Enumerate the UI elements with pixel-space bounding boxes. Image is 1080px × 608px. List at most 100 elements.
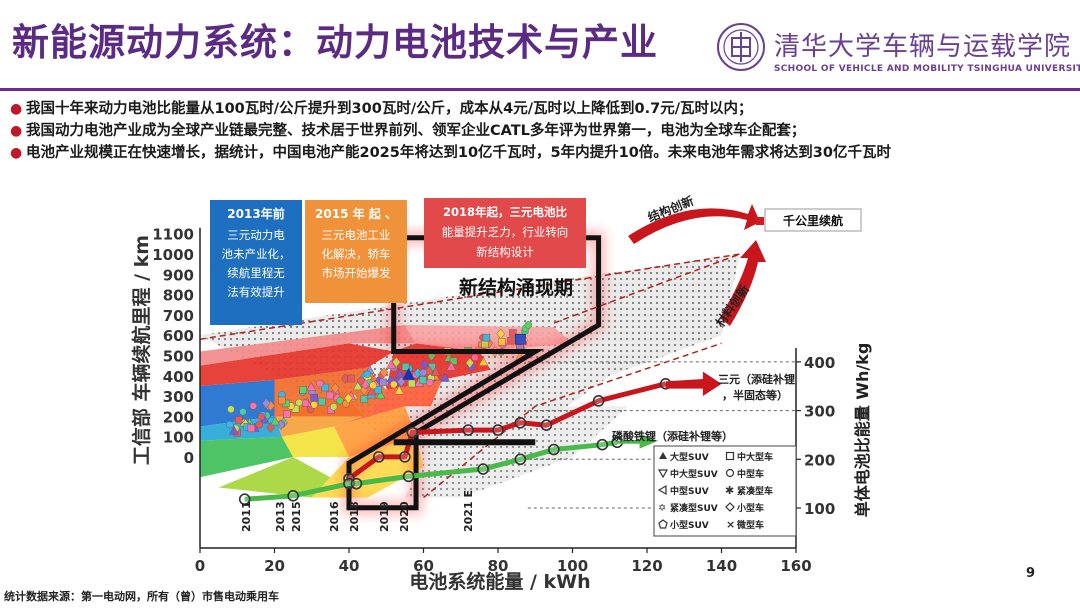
trend-point <box>399 451 411 463</box>
era-box-line: 2015 年 起 、 <box>315 206 397 221</box>
year-label: 2011 <box>240 501 253 532</box>
bullet-item: ● 电池产业规模正在快速增长，据统计，中国电池产能2025年将达到10亿千瓦时，5… <box>8 142 1078 164</box>
vehicle-point <box>344 392 353 404</box>
y-axis-label: 工信部 车辆续航里程 / km <box>130 235 153 465</box>
vehicle-point <box>316 379 324 388</box>
legend-marker-pentagon <box>658 519 668 529</box>
bullet-dot-icon: ● <box>10 101 23 117</box>
university-logo: 清华大学车辆与运载学院 SCHOOL OF VEHICLE AND MOBILI… <box>712 20 1080 76</box>
highlight-vehicle-point <box>402 367 415 380</box>
projection-hatch-lower <box>404 406 629 498</box>
trend-point <box>402 470 415 483</box>
era-box-line: 三元电池工业 <box>322 228 391 242</box>
vehicle-point <box>419 376 427 384</box>
vehicle-point <box>299 386 307 394</box>
bullet-dot-icon: ● <box>10 123 23 139</box>
lfp-line-label: 磷酸铁锂（添硅补锂等） <box>612 429 733 443</box>
vehicle-point <box>262 398 271 409</box>
y2-tick-label: 100 <box>804 500 835 518</box>
ncm-line-label: ，半固态等） <box>722 388 788 402</box>
legend-marker-x: × <box>726 518 735 531</box>
lfp-arrow-head <box>617 433 659 449</box>
vehicle-point <box>394 368 405 378</box>
y-tick-label: 400 <box>163 368 194 386</box>
trend-point <box>372 451 385 463</box>
trend-point <box>548 443 560 456</box>
vehicle-point <box>278 396 286 405</box>
ncm-arrow-head <box>665 371 722 396</box>
logo-english-name: SCHOOL OF VEHICLE AND MOBILITY TSINGHUA … <box>774 64 1080 74</box>
vehicle-point <box>498 338 506 346</box>
data-source-note: 统计数据来源：第一电动网，所有（曾）市售电动乘用车 <box>4 590 279 603</box>
chart-legend: ✱ ✡ × 大型SUV 中大型车 中大型SUV 中型车 中型SUV 紧凑型车 紧凑型… <box>653 445 797 537</box>
era-box-line: 三元动力电 <box>227 228 285 242</box>
title-divider <box>0 88 1080 91</box>
vehicle-point <box>366 386 377 396</box>
vehicle-point <box>392 356 401 368</box>
trend-point <box>514 416 527 429</box>
vehicle-point <box>321 383 329 392</box>
vehicle-point <box>394 385 405 395</box>
vehicle-point <box>310 401 318 409</box>
year-label: 2015 <box>290 501 303 532</box>
vehicle-point <box>227 405 235 414</box>
color-band <box>334 379 443 427</box>
trend-point <box>350 477 363 490</box>
target-marker <box>756 217 764 225</box>
legend-marker-star: ✱ <box>725 484 734 497</box>
y-tick-label: 800 <box>163 287 194 305</box>
y-tick-label: 500 <box>163 348 194 366</box>
x-tick-label: 100 <box>557 557 588 575</box>
x-tick-label: 140 <box>706 557 737 575</box>
vehicle-point <box>336 396 344 405</box>
trend-point <box>596 438 609 451</box>
legend-label: 微型车 <box>736 519 764 531</box>
year-labels: 2011 2013 2015 2016 2018 2019 2020 2021 … <box>240 490 475 532</box>
bullet-text: 我国动力电池产业成为全球产业链最完整、技术居于世界前列、领军企业CATL多年评为… <box>26 123 806 139</box>
vehicle-point <box>420 359 429 370</box>
year-label: 2021 E <box>462 490 475 532</box>
vehicle-point <box>329 403 338 411</box>
y2-tick-label: 400 <box>804 354 835 372</box>
year-label: 2013 <box>274 501 287 532</box>
vehicle-point <box>226 420 234 429</box>
x-axis-label: 电池系统能量 / kWh <box>409 570 590 593</box>
bullet-item: ● 我国十年来动力电池比能量从100瓦时/公斤提升到300瓦时/公斤，成本从4元/… <box>8 98 1078 120</box>
y-tick-label: 900 <box>163 266 194 284</box>
vehicle-point <box>283 410 291 418</box>
legend-marker-triangle-left <box>657 484 667 496</box>
vehicle-point <box>249 402 258 410</box>
page-title: 新能源动力系统：动力电池技术与产业 <box>12 21 658 64</box>
vehicle-point <box>379 367 389 378</box>
tsinghua-seal-icon <box>717 23 765 71</box>
trend-point <box>287 490 299 502</box>
vehicle-point <box>425 378 434 387</box>
vehicle-point <box>295 398 303 407</box>
bullet-text: 电池产业规模正在快速增长，据统计，中国电池产能2025年将达到10亿千瓦时，5年… <box>26 145 891 161</box>
vehicle-point <box>353 380 363 391</box>
legend-label: 中型车 <box>737 468 764 480</box>
vehicle-point <box>419 368 428 377</box>
vehicle-point <box>524 321 532 329</box>
vehicle-point <box>390 380 398 389</box>
trend-point <box>540 419 553 432</box>
vehicle-point <box>446 361 457 371</box>
y-tick-label: 1000 <box>152 246 194 264</box>
trend-point <box>514 453 527 466</box>
vehicle-point <box>326 391 334 400</box>
lfp-trend-line <box>244 439 618 502</box>
year-label: 2016 <box>328 501 341 532</box>
era-box-line: 池未产业化， <box>222 247 291 261</box>
vehicle-point <box>449 357 458 365</box>
color-band <box>200 325 417 366</box>
vehicle-point <box>509 329 517 337</box>
vehicle-point <box>247 424 256 433</box>
era-box-line: 2018年起，三元电池比 <box>443 205 568 219</box>
vehicle-point <box>229 425 239 435</box>
bullet-list: ● 我国十年来动力电池比能量从100瓦时/公斤提升到300瓦时/公斤，成本从4元/… <box>8 98 1078 164</box>
year-label: 2018 <box>348 501 361 532</box>
color-band <box>334 406 417 457</box>
vehicle-point <box>379 378 387 387</box>
trend-point <box>492 424 504 436</box>
legend-label: 小型SUV <box>669 519 709 531</box>
